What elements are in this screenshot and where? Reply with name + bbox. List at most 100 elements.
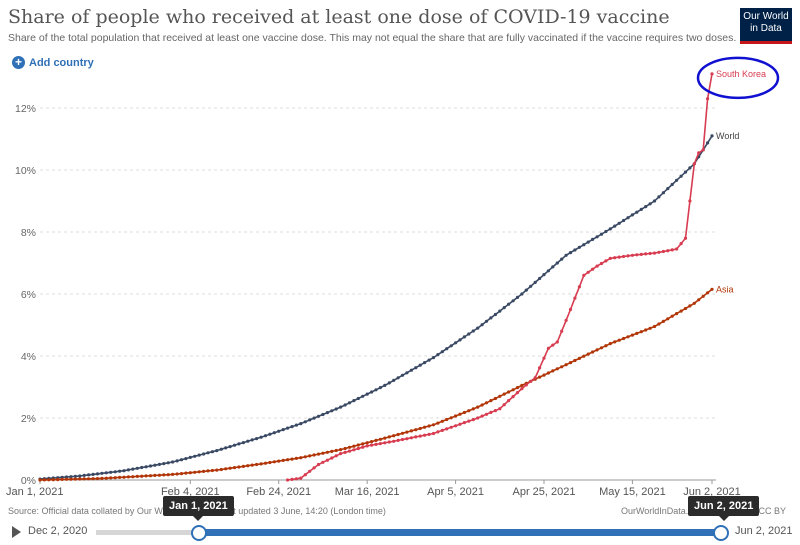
data-point	[484, 401, 489, 405]
data-point	[374, 442, 378, 446]
timeline: Dec 2, 2020 Jun 2, 2021	[0, 520, 800, 545]
data-point	[493, 396, 497, 401]
data-point	[449, 416, 453, 420]
data-point	[294, 423, 298, 427]
data-point	[648, 202, 652, 206]
add-country-button[interactable]: + Add country	[12, 56, 94, 69]
data-point	[498, 407, 502, 411]
data-point	[400, 373, 405, 377]
data-point	[157, 473, 161, 477]
data-point	[502, 392, 506, 396]
data-point	[312, 453, 316, 457]
data-point	[661, 249, 666, 254]
data-point	[383, 436, 387, 440]
data-point	[100, 471, 104, 475]
data-point	[47, 478, 51, 482]
data-point	[219, 467, 223, 472]
data-point	[383, 383, 387, 387]
data-point	[290, 457, 294, 461]
y-tick-label: 12%	[15, 103, 36, 115]
series-line	[39, 135, 713, 480]
data-point	[431, 423, 436, 427]
data-point	[679, 242, 683, 246]
data-point	[148, 474, 153, 478]
owid-logo[interactable]: Our World in Data	[740, 8, 792, 44]
data-point	[688, 304, 692, 308]
data-point	[325, 411, 329, 415]
data-point	[321, 412, 325, 417]
data-point	[595, 235, 599, 239]
data-point	[626, 335, 630, 339]
y-tick-label: 6%	[21, 289, 36, 301]
data-point	[91, 472, 95, 476]
data-point	[666, 317, 670, 321]
data-point	[370, 440, 374, 444]
x-tick-label: Mar 16, 2021	[335, 486, 400, 498]
data-point	[613, 224, 617, 228]
data-point	[489, 399, 493, 403]
timeline-start-handle[interactable]	[191, 525, 207, 541]
data-point	[290, 477, 294, 481]
data-point	[529, 379, 533, 383]
y-tick-label: 0%	[21, 475, 36, 487]
data-point	[538, 276, 542, 281]
data-point	[109, 470, 113, 474]
data-point	[436, 353, 440, 357]
data-point	[577, 285, 582, 289]
data-point	[387, 381, 391, 385]
data-point	[308, 418, 312, 422]
data-point	[352, 399, 356, 403]
data-point	[179, 458, 184, 462]
data-point	[91, 477, 95, 481]
data-point	[299, 476, 303, 480]
data-point	[263, 461, 268, 465]
data-point	[255, 437, 259, 441]
timeline-selected-range[interactable]	[198, 529, 722, 536]
data-point	[334, 448, 338, 453]
data-point	[210, 468, 214, 473]
data-point	[560, 365, 564, 369]
data-point	[162, 473, 166, 477]
data-point	[573, 296, 577, 300]
data-point	[586, 240, 590, 244]
data-point	[493, 312, 497, 317]
play-icon[interactable]	[12, 526, 21, 538]
data-point	[542, 356, 546, 360]
data-point	[445, 427, 449, 431]
data-point	[184, 471, 188, 475]
data-point	[228, 445, 232, 449]
data-point	[431, 431, 436, 436]
data-point	[250, 438, 254, 442]
data-point	[113, 470, 117, 474]
data-point	[706, 97, 710, 101]
chart-subtitle: Share of the total population that recei…	[8, 32, 737, 44]
data-point	[458, 338, 462, 342]
data-point	[697, 298, 701, 302]
chart-title: Share of people who received at least on…	[8, 6, 670, 28]
data-point	[458, 422, 462, 426]
data-point	[60, 477, 64, 481]
data-point	[454, 424, 458, 428]
data-point	[484, 412, 489, 416]
data-point	[175, 459, 179, 463]
data-point	[370, 443, 374, 447]
data-point	[476, 326, 480, 330]
data-point	[334, 407, 338, 411]
data-point	[591, 350, 595, 354]
data-point	[560, 329, 564, 333]
data-point	[604, 229, 608, 234]
data-point	[241, 441, 245, 445]
data-point	[670, 314, 674, 318]
data-point	[511, 395, 515, 399]
data-point	[343, 403, 347, 407]
data-point	[489, 316, 493, 320]
timeline-end-handle[interactable]	[713, 525, 729, 541]
data-point	[237, 465, 241, 469]
data-point	[542, 373, 546, 377]
y-tick-label: 4%	[21, 351, 36, 363]
data-point	[622, 254, 626, 259]
data-point	[224, 446, 228, 450]
data-point	[95, 472, 100, 476]
series-label-world: World	[716, 131, 739, 141]
data-point	[454, 414, 458, 418]
